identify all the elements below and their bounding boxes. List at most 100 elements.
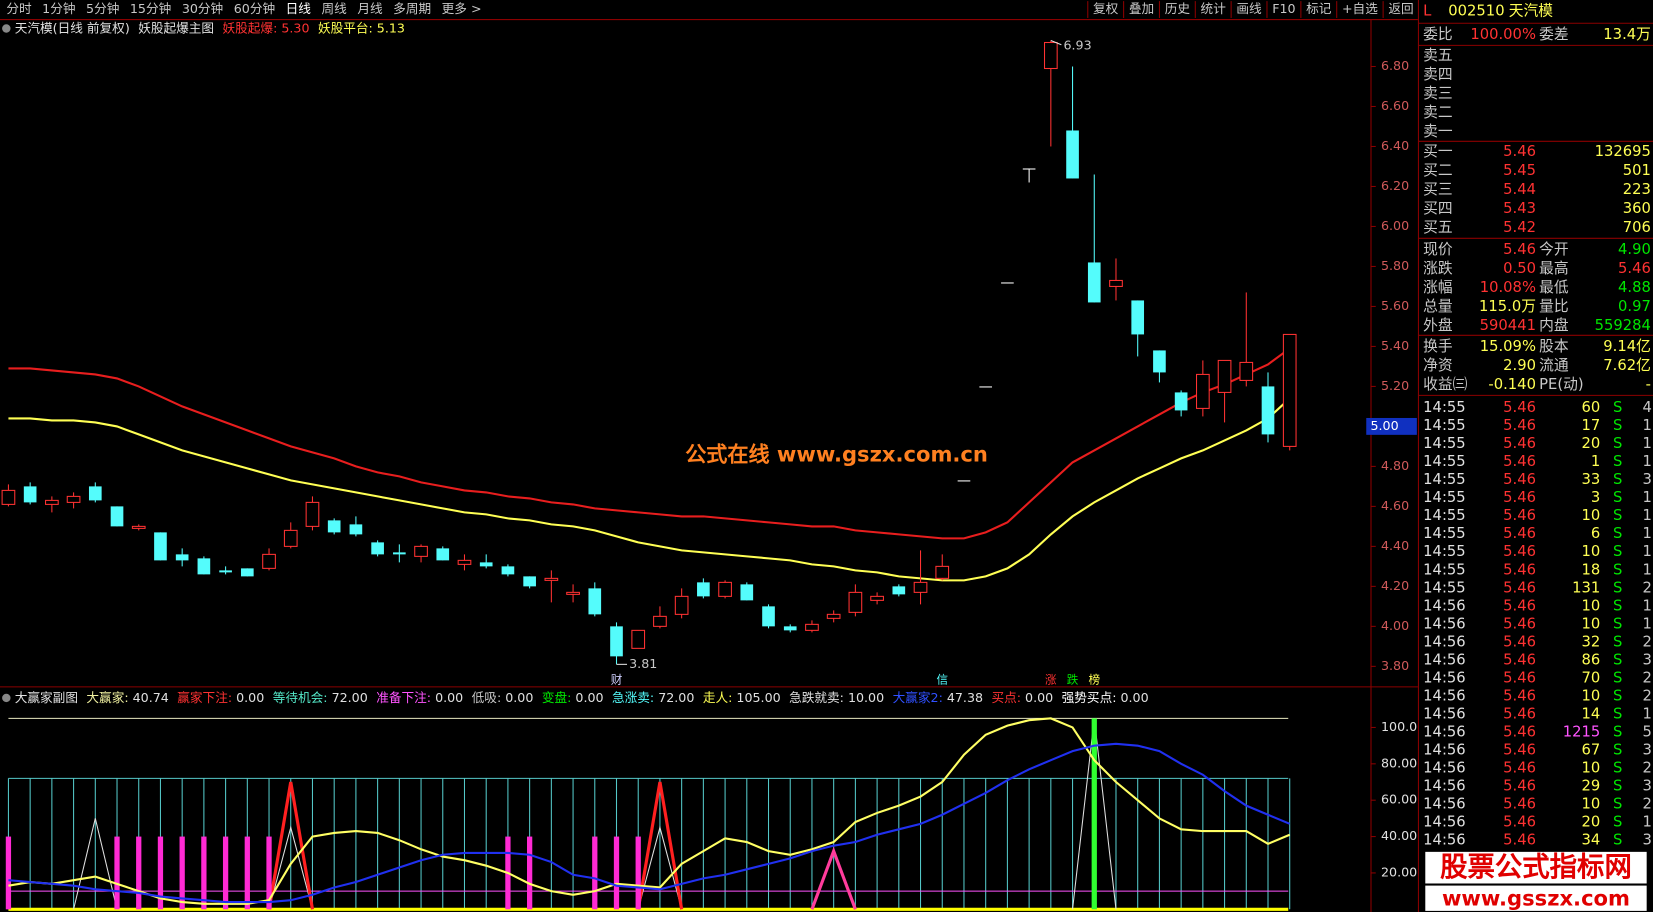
bid-price: 5.46 [1503, 143, 1536, 160]
legend-name: 买点 [991, 689, 1016, 704]
tick-count: 3 [1642, 651, 1651, 668]
tick-price: 5.46 [1503, 507, 1536, 524]
toolbar-tab[interactable]: 1分钟 [42, 1, 75, 16]
candle-body [414, 545, 428, 557]
y-tick-label: 100.0 [1381, 719, 1417, 734]
toolbar-button[interactable]: 标记 [1306, 1, 1332, 16]
tick-time: 14:55 [1423, 471, 1466, 488]
candle-body [88, 486, 102, 501]
legend-value: 5.13 [377, 20, 405, 35]
toolbar-button[interactable]: F10 [1272, 1, 1295, 16]
quote-label: 股本 [1539, 338, 1569, 355]
toolbar-tab[interactable]: 周线 [321, 1, 347, 16]
tick-side: S [1613, 435, 1622, 452]
quote-label: 涨跌 [1423, 260, 1453, 277]
toolbar-tab[interactable]: 5分钟 [86, 1, 119, 16]
spike [268, 825, 313, 910]
quote-value: 590441 [1480, 317, 1536, 334]
tick-volume: 20 [1582, 814, 1601, 831]
tick-count: 2 [1642, 687, 1651, 704]
tick-volume: 1 [1591, 453, 1600, 470]
toolbar-button[interactable]: 复权 [1093, 1, 1119, 16]
candle-body [1, 489, 16, 505]
series-line [8, 347, 1291, 540]
quote-value: 5.46 [1503, 241, 1536, 258]
toolbar-tab[interactable]: 更多 > [442, 1, 482, 16]
tick-side: S [1613, 579, 1622, 596]
y-tick-label: 5.80 [1381, 258, 1409, 273]
toolbar-tab[interactable]: 60分钟 [234, 1, 275, 16]
candle-body [1066, 130, 1079, 179]
toolbar-button[interactable]: 统计 [1201, 1, 1227, 16]
toolbar-button[interactable]: 画线 [1236, 1, 1262, 16]
quote-label: 收益㈢ [1423, 376, 1468, 393]
quote-label: 现价 [1423, 241, 1453, 258]
toolbar-tab[interactable]: 分时 [6, 1, 32, 16]
tick-price: 5.46 [1503, 579, 1536, 596]
tick-price: 5.46 [1503, 778, 1536, 795]
quote-value: 0.50 [1503, 260, 1536, 277]
tick-time: 14:56 [1423, 742, 1466, 759]
toolbar-button[interactable]: 返回 [1388, 1, 1413, 16]
legend-name: 大赢家2 [893, 689, 939, 704]
candle-body [913, 581, 928, 593]
candle-body [544, 577, 559, 581]
legend-name: 等待机会 [273, 689, 324, 704]
quote-value: 9.14亿 [1603, 338, 1651, 355]
bid-price: 5.43 [1503, 200, 1536, 217]
candle-body [1109, 279, 1123, 287]
tick-count: 2 [1642, 760, 1651, 777]
tick-time: 14:55 [1423, 561, 1466, 578]
tick-time: 14:55 [1423, 507, 1466, 524]
tick-count: 1 [1642, 615, 1651, 632]
candle-body [566, 591, 580, 595]
quote-label: 量比 [1539, 298, 1569, 315]
tick-price: 5.46 [1503, 525, 1536, 542]
legend-separator: : [728, 689, 736, 704]
candle-body [1239, 361, 1254, 381]
tick-side: S [1613, 525, 1622, 542]
toolbar-tab[interactable]: 30分钟 [182, 1, 223, 16]
tick-time: 14:56 [1423, 687, 1466, 704]
high-pointer [1050, 40, 1062, 46]
toolbar-button[interactable]: 历史 [1165, 1, 1191, 16]
candle-body [479, 562, 493, 567]
tick-volume: 32 [1582, 633, 1601, 650]
legend-name: 妖股平台 [318, 20, 369, 35]
tick-volume: 131 [1572, 579, 1600, 596]
quote-code: 002510 [1448, 3, 1504, 20]
tick-count: 1 [1642, 417, 1651, 434]
tick-time: 14:56 [1423, 597, 1466, 614]
tick-side: S [1613, 471, 1622, 488]
tick-time: 14:56 [1423, 832, 1466, 849]
candle-body [393, 552, 406, 555]
legend-separator: : [1112, 689, 1120, 704]
tick-price: 5.46 [1503, 399, 1536, 416]
candle-body [436, 548, 450, 561]
candle-body [718, 581, 732, 597]
tick-volume: 34 [1582, 832, 1601, 849]
legend-name: 强势买点 [1062, 689, 1113, 704]
legend-value: 10.00 [848, 689, 884, 704]
tick-count: 3 [1642, 742, 1651, 759]
toolbar-button[interactable]: 叠加 [1129, 1, 1154, 16]
tick-time: 14:56 [1423, 778, 1466, 795]
candle-body [740, 584, 754, 601]
tick-count: 2 [1642, 669, 1651, 686]
tick-time: 14:56 [1423, 724, 1466, 741]
quote-value: - [1646, 376, 1651, 393]
toolbar-tab[interactable]: 多周期 [393, 1, 431, 16]
candle-body [1131, 300, 1145, 335]
bid-label: 买三 [1423, 181, 1453, 198]
tick-time: 14:56 [1423, 615, 1466, 632]
candle-body [110, 506, 124, 527]
ask-label: 卖五 [1423, 47, 1453, 64]
tick-time: 14:56 [1423, 633, 1466, 650]
toolbar-button[interactable]: +自选 [1342, 1, 1378, 16]
tick-volume: 10 [1582, 543, 1601, 560]
toolbar-tab[interactable]: 月线 [357, 1, 383, 16]
y-tick-label: 60.00 [1381, 792, 1417, 807]
toolbar-tab[interactable]: 15分钟 [130, 1, 171, 16]
toolbar-tab[interactable]: 日线 [286, 1, 312, 16]
